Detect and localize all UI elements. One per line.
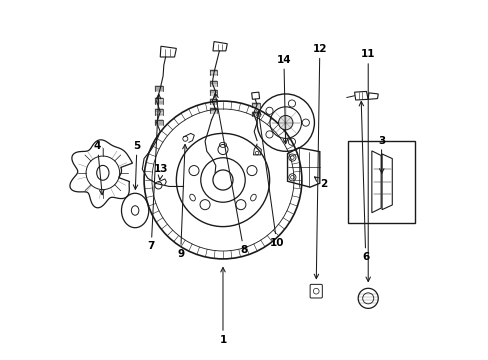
Bar [348,140,414,223]
Text: 11: 11 [360,49,375,59]
Text: 2: 2 [319,179,326,189]
Text: 8: 8 [240,245,247,255]
Text: 13: 13 [154,164,168,174]
Text: 5: 5 [133,141,140,151]
Text: 9: 9 [177,248,184,258]
Text: 3: 3 [377,136,385,145]
Text: 6: 6 [361,252,368,262]
Text: 10: 10 [269,238,284,248]
Text: 7: 7 [147,241,155,251]
Text: 1: 1 [219,334,226,345]
Circle shape [278,116,292,130]
Text: 4: 4 [94,141,101,151]
Text: 12: 12 [312,44,326,54]
Text: 14: 14 [276,55,291,65]
